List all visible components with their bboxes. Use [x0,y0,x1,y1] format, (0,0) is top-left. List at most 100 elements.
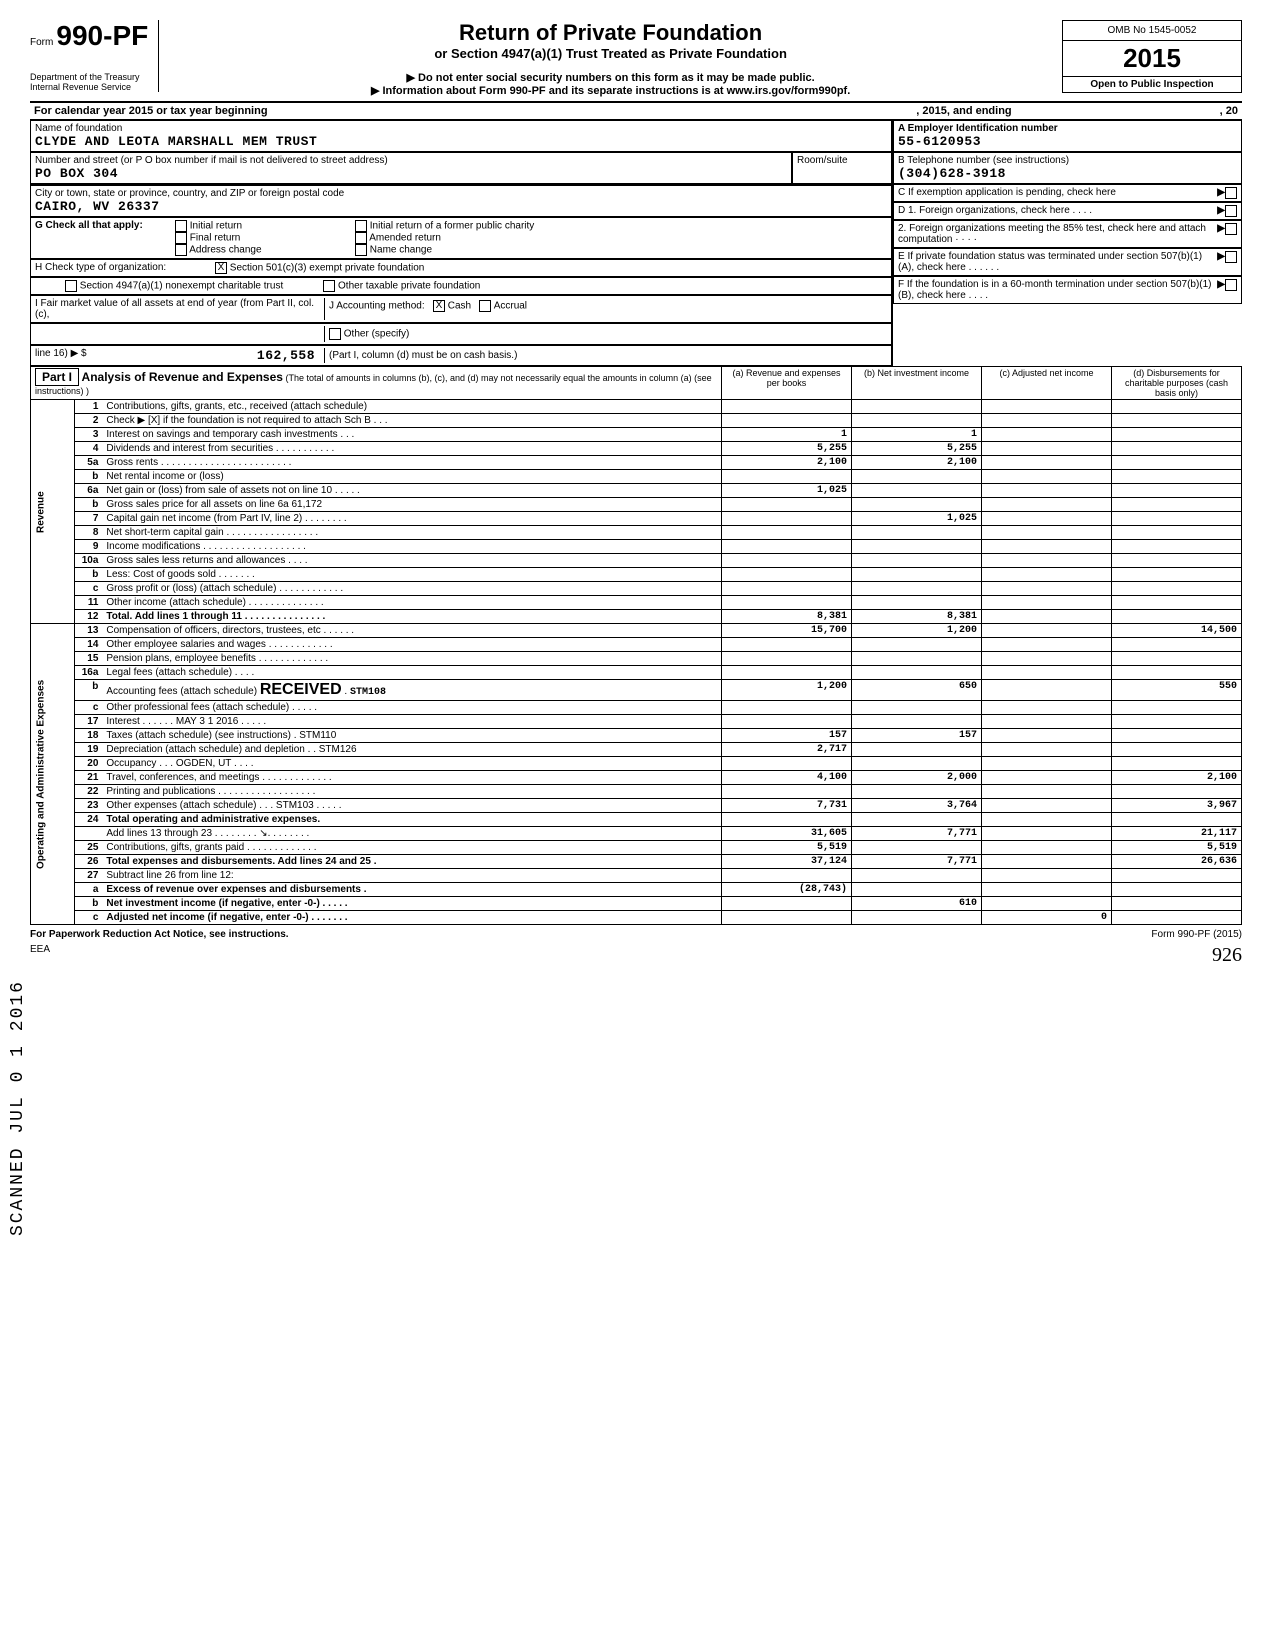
row-desc: Net short-term capital gain . . . . . . … [102,526,721,540]
cell-c [982,799,1112,813]
row-number: c [74,582,102,596]
cell-e: 550 [1112,680,1242,701]
cell-a: 1,025 [722,484,852,498]
cell-e [1112,428,1242,442]
cell-b [852,715,982,729]
row-number: b [74,897,102,911]
cell-e [1112,813,1242,827]
cell-c [982,729,1112,743]
row-desc: Travel, conferences, and meetings . . . … [102,771,721,785]
cell-a [722,897,852,911]
row-number: 24 [74,813,102,827]
ein-label: A Employer Identification number [898,123,1237,134]
cell-b [852,813,982,827]
cell-b: 1 [852,428,982,442]
cell-e [1112,869,1242,883]
check-d1[interactable] [1225,205,1237,217]
part1-table: Part I Analysis of Revenue and Expenses … [30,366,1242,925]
footer-eea: EEA [30,944,50,967]
f-label: F If the foundation is in a 60-month ter… [898,279,1217,301]
cell-a: 1,200 [722,680,852,701]
check-accrual[interactable] [479,300,491,312]
row-number: 27 [74,869,102,883]
row-desc: Contributions, gifts, grants paid . . . … [102,841,721,855]
col-c: (c) Adjusted net income [982,367,1112,400]
check-f[interactable] [1225,279,1237,291]
row-number: 13 [74,624,102,638]
room-label: Room/suite [797,155,887,166]
cell-b [852,666,982,680]
cell-e [1112,414,1242,428]
row-desc: Gross rents . . . . . . . . . . . . . . … [102,456,721,470]
check-501c3[interactable]: X [215,262,227,274]
cell-b: 1,200 [852,624,982,638]
row-desc: Gross sales price for all assets on line… [102,498,721,512]
cash-basis-note: (Part I, column (d) must be on cash basi… [325,348,521,363]
dept-2: Internal Revenue Service [30,82,148,92]
cell-b [852,400,982,414]
table-row: 2Check ▶ [X] if the foundation is not re… [31,414,1242,428]
tel-value: (304)628-3918 [898,166,1237,181]
check-d2[interactable] [1225,223,1237,235]
cell-e: 2,100 [1112,771,1242,785]
addr-label: Number and street (or P O box number if … [35,155,787,166]
row-number: b [74,470,102,484]
cell-e [1112,596,1242,610]
check-initial[interactable] [175,220,187,232]
part1-label: Part I [35,368,79,386]
cell-e [1112,883,1242,897]
cell-e [1112,512,1242,526]
cell-a [722,582,852,596]
cell-c [982,568,1112,582]
check-former[interactable] [355,220,367,232]
cell-c [982,638,1112,652]
check-other-method[interactable] [329,328,341,340]
cell-c [982,484,1112,498]
cell-b: 5,255 [852,442,982,456]
cell-c [982,596,1112,610]
check-other-tax[interactable] [323,280,335,292]
line16-label: line 16) ▶ $ [35,348,155,363]
cell-a [722,652,852,666]
cell-e [1112,442,1242,456]
check-c[interactable] [1225,187,1237,199]
row-number: b [74,498,102,512]
cell-a: 31,605 [722,827,852,841]
cell-a: 7,731 [722,799,852,813]
d1-label: D 1. Foreign organizations, check here .… [898,205,1217,217]
check-name[interactable] [355,244,367,256]
cell-a [722,540,852,554]
cell-e [1112,540,1242,554]
form-number: 990-PF [56,20,148,51]
cell-b [852,785,982,799]
row-desc: Other expenses (attach schedule) . . . S… [102,799,721,813]
cell-b: 7,771 [852,827,982,841]
g-opt-0: Initial return [190,221,242,232]
check-final[interactable] [175,232,187,244]
table-row: Revenue1Contributions, gifts, grants, et… [31,400,1242,414]
cell-e [1112,897,1242,911]
cell-b [852,596,982,610]
cell-e: 21,117 [1112,827,1242,841]
row-desc: Subtract line 26 from line 12: [102,869,721,883]
check-amended[interactable] [355,232,367,244]
table-row: 19Depreciation (attach schedule) and dep… [31,743,1242,757]
cell-a [722,715,852,729]
row-number: 14 [74,638,102,652]
check-address[interactable] [175,244,187,256]
row-desc: Add lines 13 through 23 . . . . . . . . … [102,827,721,841]
row-desc: Dividends and interest from securities .… [102,442,721,456]
main-title: Return of Private Foundation [169,20,1052,46]
ein-value: 55-6120953 [898,134,1237,149]
check-cash[interactable]: X [433,300,445,312]
footer-left: For Paperwork Reduction Act Notice, see … [30,929,289,940]
row-number: 9 [74,540,102,554]
table-row: cAdjusted net income (if negative, enter… [31,911,1242,925]
row-desc: Pension plans, employee benefits . . . .… [102,652,721,666]
check-e[interactable] [1225,251,1237,263]
cell-e [1112,484,1242,498]
row-desc: Compensation of officers, directors, tru… [102,624,721,638]
check-4947[interactable] [65,280,77,292]
table-row: bNet rental income or (loss) [31,470,1242,484]
table-row: 7Capital gain net income (from Part IV, … [31,512,1242,526]
